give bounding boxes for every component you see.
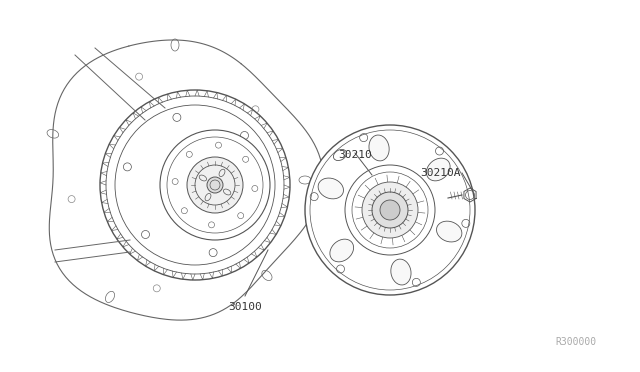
Circle shape [345, 165, 435, 255]
Ellipse shape [436, 221, 462, 242]
Ellipse shape [330, 239, 353, 262]
Circle shape [362, 182, 418, 238]
Circle shape [372, 192, 408, 228]
Circle shape [187, 157, 243, 213]
Text: 30100: 30100 [228, 302, 262, 312]
Ellipse shape [426, 158, 450, 181]
Text: 30210A: 30210A [420, 168, 461, 178]
Circle shape [305, 125, 475, 295]
Circle shape [207, 177, 223, 193]
Circle shape [100, 90, 290, 280]
Text: R300000: R300000 [555, 337, 596, 347]
Circle shape [160, 130, 270, 240]
Ellipse shape [318, 178, 344, 199]
Ellipse shape [369, 135, 389, 161]
Circle shape [380, 200, 400, 220]
Text: 30210: 30210 [338, 150, 372, 160]
Ellipse shape [391, 259, 411, 285]
